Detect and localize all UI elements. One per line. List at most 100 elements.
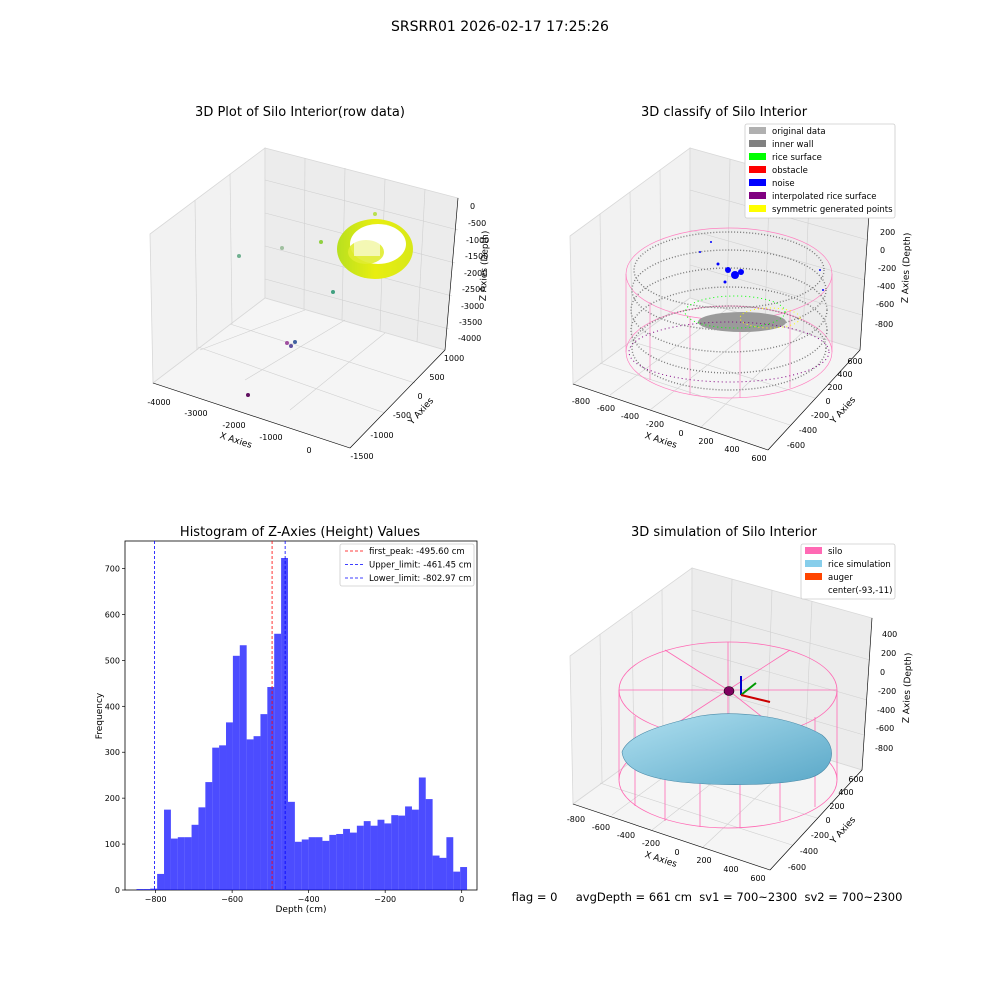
raw-ytick: -1000 (370, 431, 393, 440)
histogram-bar (287, 801, 295, 890)
classify-legend-label: obstacle (772, 166, 808, 176)
sim-ztick: -800 (875, 744, 893, 753)
sim-legend-label: center(-93,-11) (828, 586, 892, 596)
classify-ztick: 0 (880, 246, 885, 255)
histogram-ytick-label: 400 (105, 702, 120, 711)
sim-zlabel: Z Axies (Depth) (902, 653, 914, 724)
classify-zlabel: Z Axies (Depth) (901, 233, 913, 304)
histogram-bar (356, 825, 364, 890)
classify-ytick: 200 (827, 383, 842, 392)
raw-ztick: 0 (470, 202, 475, 211)
raw-xtick: -4000 (147, 398, 170, 407)
raw-3d-panel: 3D Plot of Silo Interior(row data) -4000… (147, 105, 491, 461)
classify-ztick: 200 (880, 228, 895, 237)
sim-ztick: 400 (882, 630, 897, 639)
sim-ytick: -600 (788, 863, 806, 872)
histogram-bar (405, 806, 412, 890)
raw-xtick: -3000 (184, 409, 207, 418)
histogram-xtick-label: −400 (298, 895, 320, 904)
sim-legend: silo rice simulation auger center(-93,-11) (800, 543, 896, 600)
raw-ytick: 1000 (444, 354, 464, 363)
histogram-bar (363, 821, 371, 890)
histogram-xlabel: Depth (cm) (275, 905, 326, 915)
sim-ztick: -600 (876, 724, 894, 733)
histogram-ylabel: Frequency (95, 692, 105, 739)
classify-xtick: -800 (572, 397, 590, 406)
histogram-xtick-label: 0 (459, 895, 464, 904)
histogram-bar (329, 834, 337, 890)
histogram-y-ticks: 0 100 200 300 400 500 600 700 (105, 565, 125, 895)
histogram-ytick-label: 600 (105, 610, 120, 619)
raw-ztick: -2500 (462, 285, 485, 294)
histogram-xtick-label: −800 (145, 895, 167, 904)
classify-xtick: 200 (698, 437, 713, 446)
histogram-bar (219, 745, 227, 890)
histogram-bar (315, 837, 323, 890)
sim-ztick: -200 (878, 687, 896, 696)
histogram-bar (157, 873, 165, 890)
histogram-bar (239, 645, 247, 890)
histogram-bar (453, 871, 461, 890)
classify-legend-swatch (749, 127, 766, 134)
histogram-bar (377, 819, 385, 890)
raw-ytick: 500 (429, 373, 444, 382)
classify-legend-swatch (749, 166, 766, 173)
sim-xtick: 200 (696, 856, 711, 865)
histogram-ytick-label: 700 (105, 565, 120, 574)
sim-legend-label: auger (828, 573, 853, 583)
raw-z-ticks: 0 -500 -1000 -1500 -2000 -2500 -3000 -35… (458, 202, 489, 343)
histogram-bar (170, 838, 178, 890)
histogram-bar (391, 815, 399, 890)
simulation-3d-panel: 3D simulation of Silo Interior -800 -600… (567, 525, 914, 883)
sim-ztick: 0 (880, 668, 885, 677)
raw-zlabel: Z Axies (Depth) (479, 231, 491, 302)
classify-ytick: -400 (799, 426, 817, 435)
raw-ztick: -4000 (458, 334, 481, 343)
histogram-bar (398, 815, 406, 890)
sim-ztick: -400 (877, 706, 895, 715)
histogram-bar (384, 823, 392, 890)
sim-xtick: 400 (723, 865, 738, 874)
classify-legend-swatch (749, 192, 766, 199)
sim-legend-swatch (805, 547, 822, 554)
classify-legend: original data inner wall rice surface obsta… (744, 123, 896, 219)
classify-rice-surface (628, 295, 830, 383)
histogram-bar (143, 889, 151, 890)
histogram-bar (253, 736, 261, 890)
histogram-legend: first_peak: -495.60 cm Upper_limit: -461.… (339, 543, 475, 587)
sim-xtick: 0 (674, 848, 679, 857)
sim-z-ticks: 400 200 0 -200 -400 -600 -800 (875, 630, 897, 753)
histogram-bar (274, 633, 282, 890)
classify-x-ticks: -800 -600 -400 -200 0 200 400 600 (572, 397, 767, 463)
sim-legend-label: rice simulation (828, 560, 891, 570)
sim-auger-marker (723, 676, 771, 703)
histogram-bar (301, 839, 309, 890)
raw-xtick: 0 (306, 446, 311, 455)
raw-xtick: -1000 (259, 433, 282, 442)
classify-y-ticks: -600 -400 -200 0 200 400 600 (787, 357, 863, 450)
classify-ytick: -600 (787, 441, 805, 450)
histogram-bar (205, 782, 213, 890)
histogram-bar (136, 889, 144, 890)
classify-legend-label: symmetric generated points (772, 205, 893, 215)
classify-ytick: 600 (847, 357, 862, 366)
classify-ytick: 400 (837, 370, 852, 379)
classify-xtick: -200 (646, 420, 664, 429)
raw-ytick: -1500 (350, 452, 373, 461)
histogram-panel: Histogram of Z-Axies (Height) Values −80… (95, 525, 478, 915)
histogram-bar (177, 837, 185, 890)
histogram-bar (322, 840, 330, 890)
sim-ztick: 200 (881, 649, 896, 658)
histogram-bar (212, 747, 220, 890)
raw-grid (194, 157, 459, 414)
raw-ztick: -500 (468, 219, 486, 228)
raw-y-ticks: -1500 -1000 -500 0 500 1000 (350, 354, 464, 461)
sim-ytick: -400 (800, 847, 818, 856)
sim-ytick: 400 (838, 788, 853, 797)
sim-y-ticks: -600 -400 -200 0 200 400 600 (788, 775, 864, 872)
sim-xtick: -200 (642, 839, 660, 848)
classify-xtick: 0 (678, 429, 683, 438)
figure-suptitle: SRSRR01 2026-02-17 17:25:26 (391, 19, 609, 35)
histogram-legend-label: Upper_limit: -461.45 cm (369, 561, 472, 571)
